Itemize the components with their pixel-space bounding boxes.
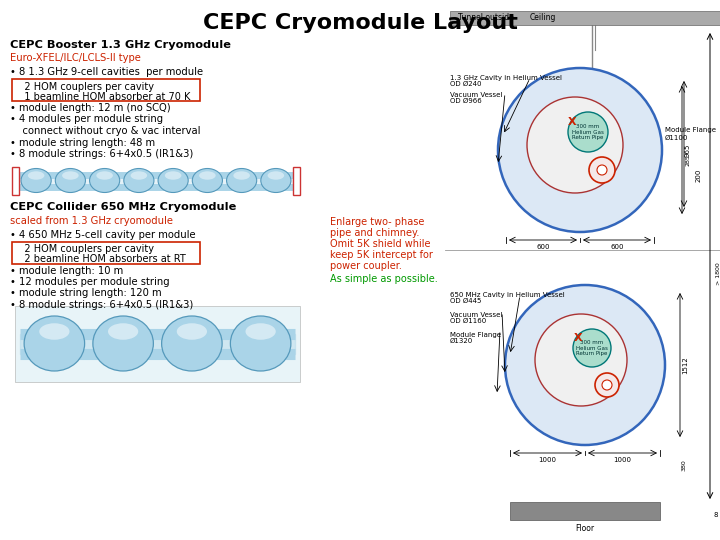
Text: • module string length: 48 m: • module string length: 48 m	[10, 138, 155, 147]
Text: As simple as possible.: As simple as possible.	[330, 274, 438, 284]
Ellipse shape	[24, 316, 85, 371]
Bar	[293, 166, 300, 194]
Text: Enlarge two- phase: Enlarge two- phase	[330, 217, 424, 227]
Text: 8: 8	[714, 512, 718, 518]
Bar	[15, 306, 300, 381]
Text: 1.3 GHz Cavity in Helium Vessel: 1.3 GHz Cavity in Helium Vessel	[450, 75, 562, 81]
Text: connect without cryo & vac interval: connect without cryo & vac interval	[10, 126, 200, 136]
Text: Floor: Floor	[575, 524, 595, 533]
Text: 285: 285	[686, 154, 691, 166]
Text: Ø1320: Ø1320	[450, 338, 473, 344]
Bar	[450, 11, 720, 25]
Ellipse shape	[176, 323, 207, 340]
Ellipse shape	[21, 168, 51, 192]
Circle shape	[595, 373, 619, 397]
Text: scaled from 1.3 GHz cryomodule: scaled from 1.3 GHz cryomodule	[10, 215, 173, 226]
Text: 1000: 1000	[613, 457, 631, 463]
Circle shape	[505, 285, 665, 445]
Text: Module Flange: Module Flange	[665, 127, 716, 133]
Text: Vacuum Vessel: Vacuum Vessel	[450, 92, 503, 98]
Text: • 4 650 MHz 5-cell cavity per module: • 4 650 MHz 5-cell cavity per module	[10, 230, 196, 240]
Text: 1 beamline HOM absorber at 70 K: 1 beamline HOM absorber at 70 K	[15, 92, 190, 102]
Text: Euro-XFEL/ILC/LCLS-II type: Euro-XFEL/ILC/LCLS-II type	[10, 53, 141, 63]
Text: pipe and chimney.: pipe and chimney.	[330, 228, 419, 238]
Bar	[12, 241, 200, 264]
Text: Ø1100: Ø1100	[665, 135, 688, 141]
Ellipse shape	[62, 171, 78, 180]
Text: 2 HOM couplers per cavity: 2 HOM couplers per cavity	[15, 82, 154, 92]
Circle shape	[498, 68, 662, 232]
Ellipse shape	[227, 168, 257, 192]
Text: keep 5K intercept for: keep 5K intercept for	[330, 250, 433, 260]
Text: • 4 modules per module string: • 4 modules per module string	[10, 114, 163, 125]
Text: CEPC Collider 650 MHz Cryomodule: CEPC Collider 650 MHz Cryomodule	[10, 202, 236, 213]
Ellipse shape	[89, 168, 120, 192]
Ellipse shape	[230, 316, 291, 371]
Text: • module length: 12 m (no SCQ): • module length: 12 m (no SCQ)	[10, 103, 171, 113]
Ellipse shape	[199, 171, 216, 180]
Text: • 8 module strings: 6+4x0.5 (IR1&3): • 8 module strings: 6+4x0.5 (IR1&3)	[10, 300, 193, 310]
Circle shape	[602, 380, 612, 390]
Text: 965: 965	[684, 143, 690, 157]
Ellipse shape	[130, 171, 147, 180]
Ellipse shape	[40, 323, 70, 340]
Text: 650 MHz Cavity in Helium Vessel: 650 MHz Cavity in Helium Vessel	[450, 292, 564, 298]
Ellipse shape	[93, 316, 153, 371]
Ellipse shape	[165, 171, 181, 180]
Text: 300 mm
Helium Gas
Return Pipe: 300 mm Helium Gas Return Pipe	[576, 340, 608, 356]
Ellipse shape	[158, 168, 188, 192]
Text: OD Ø445: OD Ø445	[450, 298, 482, 304]
Ellipse shape	[268, 171, 284, 180]
Ellipse shape	[261, 168, 291, 192]
Ellipse shape	[246, 323, 276, 340]
Text: Module Flange: Module Flange	[450, 332, 501, 338]
Text: Omit 5K shield while: Omit 5K shield while	[330, 239, 431, 249]
Ellipse shape	[96, 171, 113, 180]
Text: 600: 600	[611, 244, 624, 250]
Ellipse shape	[192, 168, 222, 192]
Ellipse shape	[124, 168, 154, 192]
Text: 2 beamline HOM absorbers at RT: 2 beamline HOM absorbers at RT	[15, 254, 186, 265]
Text: CEPC Cryomodule Layout: CEPC Cryomodule Layout	[202, 13, 518, 33]
Circle shape	[573, 329, 611, 367]
Ellipse shape	[55, 168, 86, 192]
Text: 300 mm
Helium Gas
Return Pipe: 300 mm Helium Gas Return Pipe	[572, 124, 604, 140]
Text: 2 HOM couplers per cavity: 2 HOM couplers per cavity	[15, 245, 154, 254]
Text: • 12 modules per module string: • 12 modules per module string	[10, 277, 170, 287]
Text: OD Ø1160: OD Ø1160	[450, 318, 486, 324]
Text: power coupler.: power coupler.	[330, 261, 402, 271]
Ellipse shape	[108, 323, 138, 340]
Bar	[510, 502, 660, 520]
Text: • module string length: 120 m: • module string length: 120 m	[10, 288, 161, 299]
Circle shape	[597, 165, 607, 175]
Bar	[12, 166, 19, 194]
Text: 200: 200	[696, 168, 702, 181]
Circle shape	[527, 97, 623, 193]
Text: X: X	[567, 117, 576, 127]
Text: 380: 380	[682, 459, 687, 471]
Text: > 1800
if in satellite: > 1800 if in satellite	[716, 247, 720, 285]
Ellipse shape	[233, 171, 250, 180]
Circle shape	[535, 314, 627, 406]
Text: Ceiling: Ceiling	[530, 14, 557, 23]
Text: Tunnel outside: Tunnel outside	[458, 14, 514, 23]
Text: 1512: 1512	[682, 356, 688, 374]
Text: OD Ø966: OD Ø966	[450, 98, 482, 104]
Text: Vacuum Vessel: Vacuum Vessel	[450, 312, 503, 318]
Text: • 8 module strings: 6+4x0.5 (IR1&3): • 8 module strings: 6+4x0.5 (IR1&3)	[10, 149, 193, 159]
Circle shape	[568, 112, 608, 152]
Text: OD Ø240: OD Ø240	[450, 81, 482, 87]
Text: CEPC Booster 1.3 GHz Cryomodule: CEPC Booster 1.3 GHz Cryomodule	[10, 40, 231, 50]
Text: 1000: 1000	[539, 457, 557, 463]
Text: • 8 1.3 GHz 9-cell cavities  per module: • 8 1.3 GHz 9-cell cavities per module	[10, 67, 203, 77]
Ellipse shape	[161, 316, 222, 371]
Text: X: X	[574, 333, 582, 343]
Circle shape	[589, 157, 615, 183]
Bar	[12, 79, 200, 101]
Ellipse shape	[28, 171, 45, 180]
Text: 600: 600	[536, 244, 550, 250]
Text: • module length: 10 m: • module length: 10 m	[10, 266, 123, 275]
